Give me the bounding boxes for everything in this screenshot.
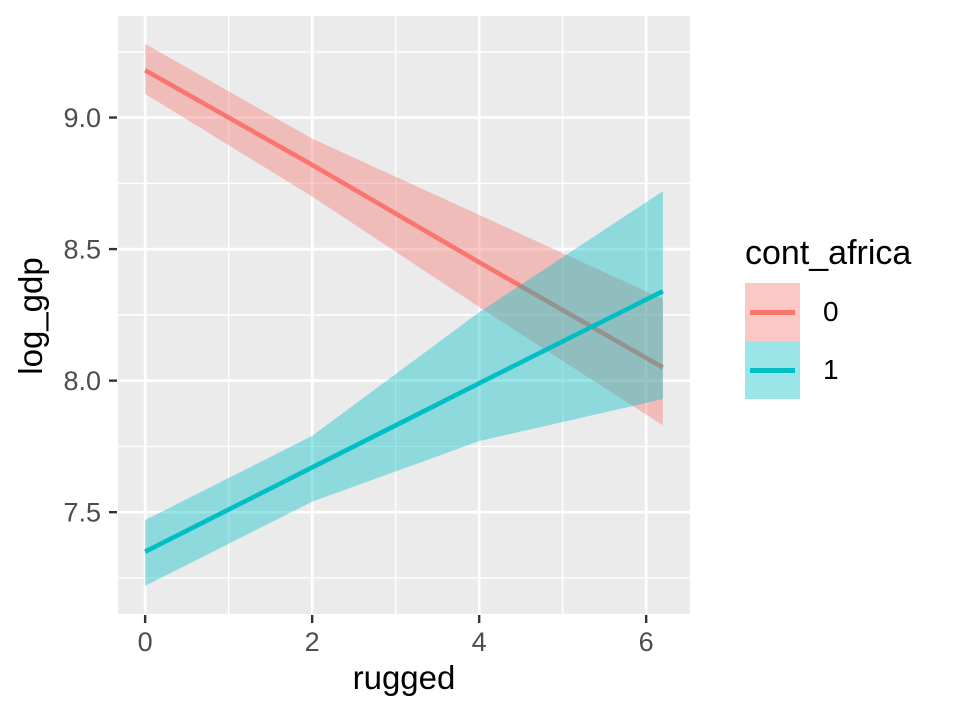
- y-tick-label: 7.5: [63, 498, 101, 528]
- legend-title: cont_africa: [745, 234, 912, 272]
- x-tick-label: 0: [138, 627, 153, 657]
- legend-line-icon-1: [750, 367, 795, 373]
- legend-entry-1: 1: [745, 341, 911, 400]
- regression-line-1: [144, 289, 664, 554]
- legend-line-icon-0: [750, 309, 795, 315]
- y-tick-label: 9.0: [63, 103, 101, 133]
- x-tick-label: 2: [305, 627, 320, 657]
- regression-line-0: [144, 68, 665, 370]
- x-axis-title: rugged: [352, 659, 456, 696]
- legend-key-swatch-0: [745, 283, 800, 342]
- legend-key-swatch-1: [745, 341, 800, 400]
- x-tick-label: 4: [472, 627, 487, 657]
- y-tick-label: 8.5: [63, 235, 101, 265]
- legend-entry-0: 0: [745, 283, 911, 342]
- legend-label-0: 0: [823, 296, 839, 328]
- legend-label-1: 1: [823, 354, 839, 386]
- legend: cont_africa 0 1: [745, 234, 912, 400]
- confidence-ribbon-0: [145, 43, 663, 426]
- y-tick-label: 8.0: [63, 366, 101, 396]
- x-tick-label: 6: [639, 627, 654, 657]
- y-axis-title: log_gdp: [11, 257, 49, 375]
